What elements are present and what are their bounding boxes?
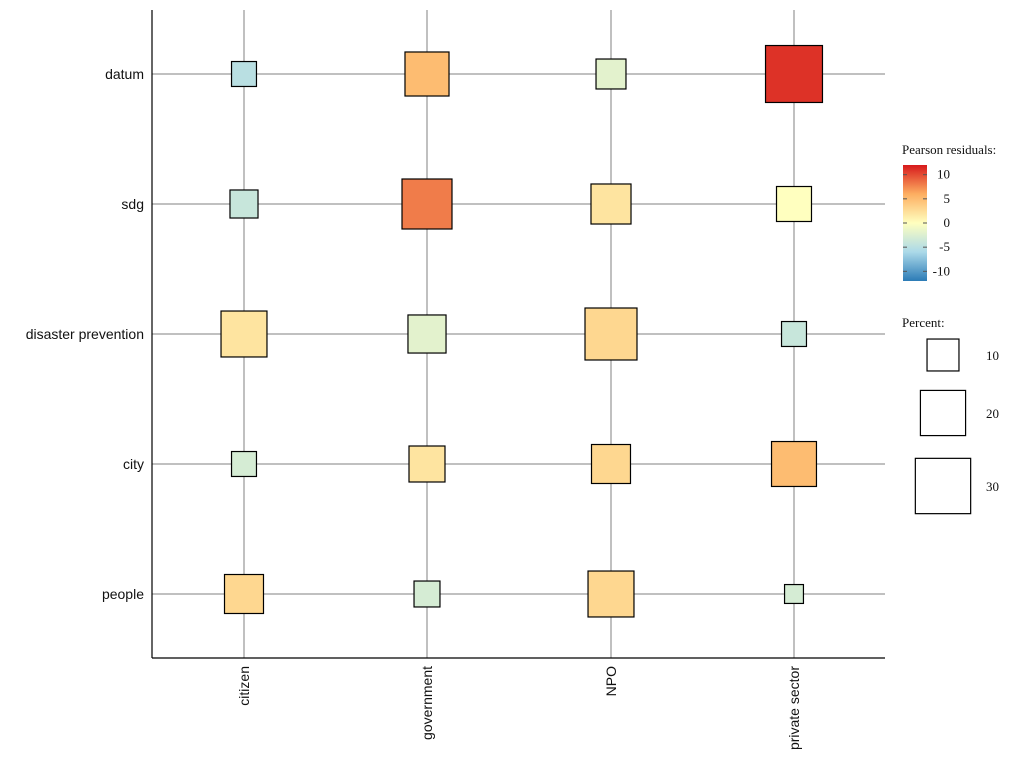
size-legend-label: 30 xyxy=(986,479,999,494)
cell-disaster-prevention-citizen xyxy=(220,310,268,358)
size-legend-label: 10 xyxy=(986,348,999,363)
y-tick-label: datum xyxy=(105,66,144,82)
size-legend-square xyxy=(926,338,960,372)
size-legend-square xyxy=(919,389,967,437)
cell-disaster-prevention-private-sector xyxy=(780,320,808,348)
cell-sdg-NPO xyxy=(590,183,632,225)
cell-disaster-prevention-NPO xyxy=(584,307,638,361)
cell-sdg-citizen xyxy=(229,189,259,219)
cell-disaster-prevention-government xyxy=(407,314,447,354)
color-legend-label: 0 xyxy=(944,215,951,230)
cell-city-NPO xyxy=(590,443,632,485)
x-tick-labels: citizen government NPO private sector xyxy=(236,666,802,750)
cell-people-citizen xyxy=(223,573,265,615)
cell-sdg-private-sector xyxy=(775,185,813,223)
cell-datum-government xyxy=(404,51,450,97)
size-legend-title: Percent: xyxy=(902,315,945,330)
cells xyxy=(220,44,824,618)
x-tick-label: citizen xyxy=(236,666,252,706)
color-legend-title: Pearson residuals: xyxy=(902,142,996,157)
x-tick-label: government xyxy=(419,666,435,740)
cell-sdg-government xyxy=(401,178,453,230)
size-legend-label: 20 xyxy=(986,406,999,421)
cell-city-private-sector xyxy=(770,440,818,488)
cell-datum-NPO xyxy=(595,58,627,90)
color-legend-label: 10 xyxy=(937,167,950,182)
cell-city-citizen xyxy=(230,450,258,478)
y-tick-label: city xyxy=(123,456,144,472)
x-tick-label: private sector xyxy=(786,666,802,750)
cell-people-private-sector xyxy=(783,583,805,605)
cell-datum-citizen xyxy=(230,60,258,88)
cell-datum-private-sector xyxy=(764,44,824,104)
y-tick-label: disaster prevention xyxy=(26,326,144,342)
color-legend-label: -10 xyxy=(933,263,950,278)
cell-people-government xyxy=(413,580,441,608)
x-tick-label: NPO xyxy=(603,666,619,696)
y-tick-label: people xyxy=(102,586,144,602)
color-legend-label: -5 xyxy=(939,239,950,254)
axes xyxy=(151,10,885,659)
y-tick-labels: datum sdg disaster prevention city people xyxy=(26,66,145,602)
cell-people-NPO xyxy=(587,570,635,618)
cell-city-government xyxy=(408,445,446,483)
color-legend: Pearson residuals: 10 5 0 -5 -10 xyxy=(902,142,996,281)
size-legend-square xyxy=(914,457,972,515)
y-tick-label: sdg xyxy=(121,196,144,212)
color-legend-label: 5 xyxy=(944,191,951,206)
size-legend: Percent: 10 20 30 xyxy=(902,315,999,515)
